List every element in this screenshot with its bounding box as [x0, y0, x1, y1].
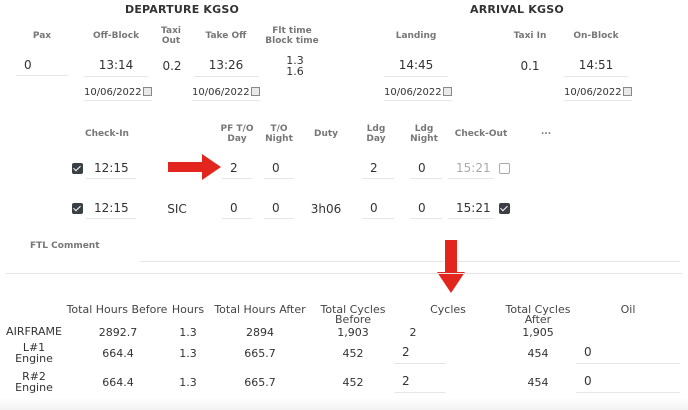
- pax-input[interactable]: [16, 54, 68, 76]
- taxiin-value: 0.1: [520, 59, 540, 73]
- hours-before-value: 664.4: [102, 376, 134, 389]
- hours-after-value: 665.7: [244, 376, 276, 389]
- oil-input[interactable]: [576, 340, 680, 364]
- pax-label: Pax: [32, 31, 52, 41]
- duty-header: Duty: [313, 129, 339, 139]
- departure-title: DEPARTURE KGSO: [125, 3, 240, 16]
- right-arrow-icon: [168, 154, 221, 180]
- taxiout-value: 0.2: [162, 59, 182, 73]
- takeoff-time-input[interactable]: [194, 54, 258, 77]
- totals-row-label: R#2 Engine: [15, 370, 53, 394]
- totals-row-label: AIRFRAME: [6, 325, 62, 338]
- flttime-value: 1.3: [286, 54, 304, 67]
- section-divider: [6, 273, 682, 274]
- onblock-label: On-Block: [573, 31, 619, 41]
- ldg-day-input[interactable]: [362, 157, 394, 179]
- hours-header: Hours: [171, 303, 205, 316]
- to-night-header: T/O Night: [265, 124, 293, 144]
- ldg-night-header: Ldg Night: [410, 124, 438, 144]
- landing-label: Landing: [395, 31, 437, 41]
- cycles-header: Cycles: [430, 303, 466, 316]
- offblock-time-input[interactable]: [84, 54, 148, 77]
- cycles-after-value: 454: [527, 347, 549, 360]
- crew-row-checkbox[interactable]: [72, 163, 83, 174]
- checkout-input[interactable]: [448, 197, 494, 219]
- cycles-value: 2: [409, 326, 417, 339]
- duty-value: 3h06: [310, 202, 342, 216]
- offblock-label: Off-Block: [92, 31, 140, 41]
- checkin-header: Check-In: [85, 129, 129, 139]
- calendar-icon[interactable]: [622, 87, 632, 96]
- cycles-after-value: 1,905: [522, 326, 554, 339]
- cycles-input[interactable]: [394, 369, 446, 393]
- hours-after-header: Total Hours After: [214, 303, 306, 316]
- to-day-input[interactable]: [222, 157, 252, 179]
- down-arrow-icon: [437, 240, 465, 293]
- arrival-title: ARRIVAL KGSO: [470, 3, 564, 16]
- checkin-input[interactable]: [86, 157, 136, 179]
- landing-time-input[interactable]: [384, 54, 448, 77]
- oil-header: Oil: [620, 303, 636, 316]
- calendar-icon[interactable]: [142, 87, 152, 96]
- to-day-input[interactable]: [222, 197, 252, 219]
- takeoff-label: Take Off: [205, 31, 247, 41]
- ldg-night-input[interactable]: [410, 197, 442, 219]
- to-night-input[interactable]: [264, 157, 294, 179]
- hours-before-header: Total Hours Before: [66, 303, 168, 316]
- checkout-checkbox[interactable]: [499, 203, 510, 214]
- cycles-after-value: 454: [527, 376, 549, 389]
- cycles-before-value: 1,903: [337, 326, 369, 339]
- onblock-time-input[interactable]: [564, 54, 628, 77]
- ldg-day-input[interactable]: [362, 197, 394, 219]
- cycles-after-header: Total Cycles After: [505, 303, 571, 326]
- hours-value: 1.3: [179, 347, 197, 360]
- cycles-before-value: 452: [342, 347, 364, 360]
- hours-after-value: 665.7: [244, 347, 276, 360]
- calendar-icon[interactable]: [250, 87, 260, 96]
- calendar-icon[interactable]: [442, 87, 452, 96]
- offblock-date-field[interactable]: 10/06/2022: [84, 86, 152, 101]
- ftl-comment-field[interactable]: [140, 239, 680, 262]
- more-columns-header: ...: [540, 127, 552, 137]
- cycles-before-header: Total Cycles Before: [320, 303, 386, 326]
- pf-to-day-header: PF T/O Day: [220, 124, 254, 144]
- checkout-checkbox[interactable]: [499, 163, 510, 174]
- hours-before-value: 664.4: [102, 347, 134, 360]
- cycles-input[interactable]: [394, 340, 446, 364]
- ldg-day-header: Ldg Day: [366, 124, 386, 144]
- oil-input[interactable]: [576, 369, 680, 393]
- flttime-label: Flt time Block time: [265, 26, 319, 46]
- checkin-input[interactable]: [86, 197, 136, 219]
- crew-role: SIC: [167, 202, 187, 216]
- bottom-fade: [0, 398, 688, 410]
- landing-date-text: 10/06/2022: [384, 87, 442, 98]
- crew-row-checkbox[interactable]: [72, 203, 83, 214]
- takeoff-date-text: 10/06/2022: [192, 87, 250, 98]
- offblock-date-text: 10/06/2022: [84, 87, 142, 98]
- hours-after-value: 2894: [246, 326, 274, 339]
- hours-value: 1.3: [179, 326, 197, 339]
- cycles-before-value: 452: [342, 376, 364, 389]
- blocktime-value: 1.6: [286, 65, 304, 78]
- onblock-date-field[interactable]: 10/06/2022: [564, 86, 632, 101]
- ftl-comment-label: FTL Comment: [30, 241, 100, 251]
- hours-value: 1.3: [179, 376, 197, 389]
- to-night-input[interactable]: [264, 197, 294, 219]
- totals-row-label: L#1 Engine: [15, 341, 53, 365]
- checkout-input[interactable]: [448, 157, 494, 179]
- taxiout-label: Taxi Out: [161, 26, 181, 46]
- taxiin-label: Taxi In: [513, 31, 547, 41]
- checkout-header: Check-Out: [454, 129, 508, 139]
- landing-date-field[interactable]: 10/06/2022: [384, 86, 452, 101]
- ldg-night-input[interactable]: [410, 157, 442, 179]
- hours-before-value: 2892.7: [98, 326, 138, 339]
- takeoff-date-field[interactable]: 10/06/2022: [192, 86, 260, 101]
- onblock-date-text: 10/06/2022: [564, 87, 622, 98]
